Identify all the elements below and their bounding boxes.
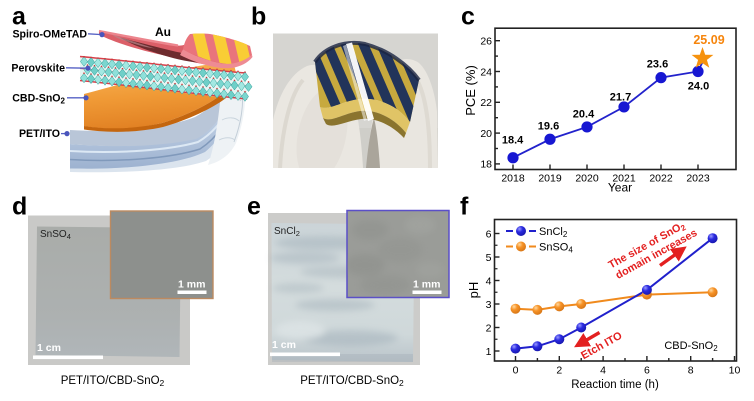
svg-text:1 mm: 1 mm [178,279,205,291]
svg-text:b: b [251,3,266,31]
svg-text:2021: 2021 [612,173,636,185]
svg-text:24: 24 [480,66,492,78]
svg-text:18: 18 [480,159,492,171]
svg-text:2020: 2020 [575,173,599,185]
svg-text:4: 4 [486,275,492,287]
svg-text:e: e [247,193,261,221]
svg-text:2018: 2018 [501,173,525,185]
svg-text:10: 10 [729,365,741,377]
svg-text:0: 0 [513,365,519,377]
svg-text:Au: Au [155,25,171,39]
svg-text:21.7: 21.7 [610,92,631,104]
svg-text:Year: Year [608,181,632,195]
svg-text:19.6: 19.6 [538,121,559,133]
svg-text:26: 26 [480,36,492,48]
svg-text:1: 1 [486,346,492,358]
svg-text:CBD-SnO2: CBD-SnO2 [664,340,718,353]
svg-text:PET/ITO/CBD-SnO2: PET/ITO/CBD-SnO2 [300,375,404,388]
svg-text:2: 2 [556,365,562,377]
svg-text:25.09: 25.09 [693,33,724,47]
svg-text:8: 8 [688,365,694,377]
svg-text:1 mm: 1 mm [413,279,440,291]
svg-text:3: 3 [486,299,492,311]
svg-text:5: 5 [486,252,492,264]
svg-text:Reaction time (h): Reaction time (h) [571,379,659,391]
svg-text:2: 2 [486,322,492,334]
svg-text:SnSO4: SnSO4 [539,242,573,255]
svg-text:18.4: 18.4 [502,135,524,147]
svg-text:1 cm: 1 cm [37,342,61,354]
svg-text:22: 22 [480,97,492,109]
svg-text:SnCl2: SnCl2 [274,226,300,238]
svg-text:2019: 2019 [538,173,562,185]
svg-text:SnCl2: SnCl2 [539,226,568,239]
svg-text:a: a [12,3,27,31]
svg-text:f: f [460,193,469,221]
svg-text:Etch ITO: Etch ITO [579,330,625,363]
svg-text:Perovskite: Perovskite [11,63,65,75]
svg-text:Spiro-OMeTAD: Spiro-OMeTAD [12,29,87,41]
svg-text:4: 4 [600,365,606,377]
svg-text:20.4: 20.4 [573,109,595,121]
svg-text:PET/ITO: PET/ITO [19,128,60,140]
svg-text:2023: 2023 [686,173,710,185]
svg-text:CBD-SnO2: CBD-SnO2 [12,93,65,106]
svg-text:2022: 2022 [649,173,673,185]
svg-text:PCE (%): PCE (%) [463,65,478,116]
svg-text:24.0: 24.0 [688,81,709,93]
svg-text:SnSO4: SnSO4 [40,229,71,241]
svg-text:6: 6 [644,365,650,377]
svg-text:1 cm: 1 cm [272,339,296,351]
svg-text:c: c [461,3,475,31]
svg-text:6: 6 [486,228,492,240]
svg-text:PET/ITO/CBD-SnO2: PET/ITO/CBD-SnO2 [61,375,165,388]
svg-text:pH: pH [466,282,481,299]
svg-text:20: 20 [480,128,492,140]
svg-text:d: d [12,193,27,221]
svg-text:23.6: 23.6 [647,59,668,71]
